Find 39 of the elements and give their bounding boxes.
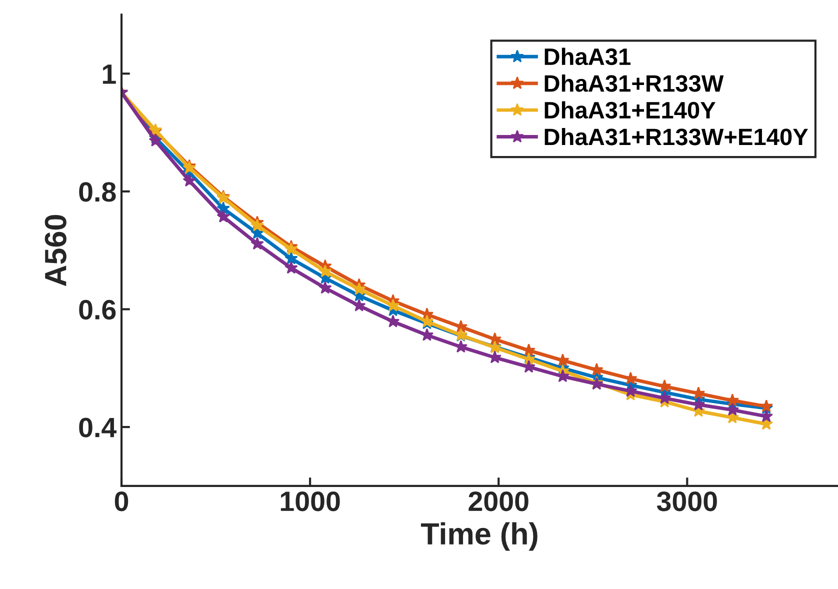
point: [284, 242, 298, 255]
point: [420, 328, 434, 341]
x-tick-label: 3000: [656, 492, 717, 512]
point: [284, 252, 298, 264]
point: [284, 261, 298, 274]
point: [386, 298, 400, 312]
y-tick-label: 0.6: [79, 300, 116, 320]
point: [352, 282, 366, 295]
legend-label: DhaA31+E140Y: [544, 101, 716, 119]
point: [726, 394, 740, 406]
point: [590, 362, 604, 376]
legend-label: DhaA31+R133W+E140Y: [544, 128, 808, 146]
point: [556, 354, 570, 366]
point: [658, 379, 672, 392]
point: [488, 332, 502, 346]
x-axis-title: Time (h): [420, 522, 538, 551]
legend-label: DhaA31+R133W: [544, 74, 724, 92]
point: [692, 386, 706, 400]
point: [318, 281, 332, 294]
y-axis-title: A560: [44, 215, 66, 286]
x-tick-label: 2000: [468, 492, 528, 512]
point: [250, 236, 264, 250]
point: [760, 409, 773, 422]
x-tick-label: 0: [114, 492, 128, 512]
point: [148, 134, 162, 147]
point: [692, 398, 706, 410]
point: [182, 174, 196, 187]
y-tick-label: 0.8: [79, 182, 116, 202]
point: [250, 218, 264, 232]
point: [352, 298, 366, 312]
point: [216, 210, 230, 223]
x-tick-label: 1000: [280, 492, 340, 512]
y-tick-label: 0.4: [79, 418, 117, 438]
point: [726, 403, 740, 416]
point: [386, 314, 400, 328]
point: [318, 264, 332, 278]
point: [556, 369, 570, 382]
y-tick-label: 1: [102, 64, 116, 84]
legend-label: DhaA31: [544, 48, 631, 66]
